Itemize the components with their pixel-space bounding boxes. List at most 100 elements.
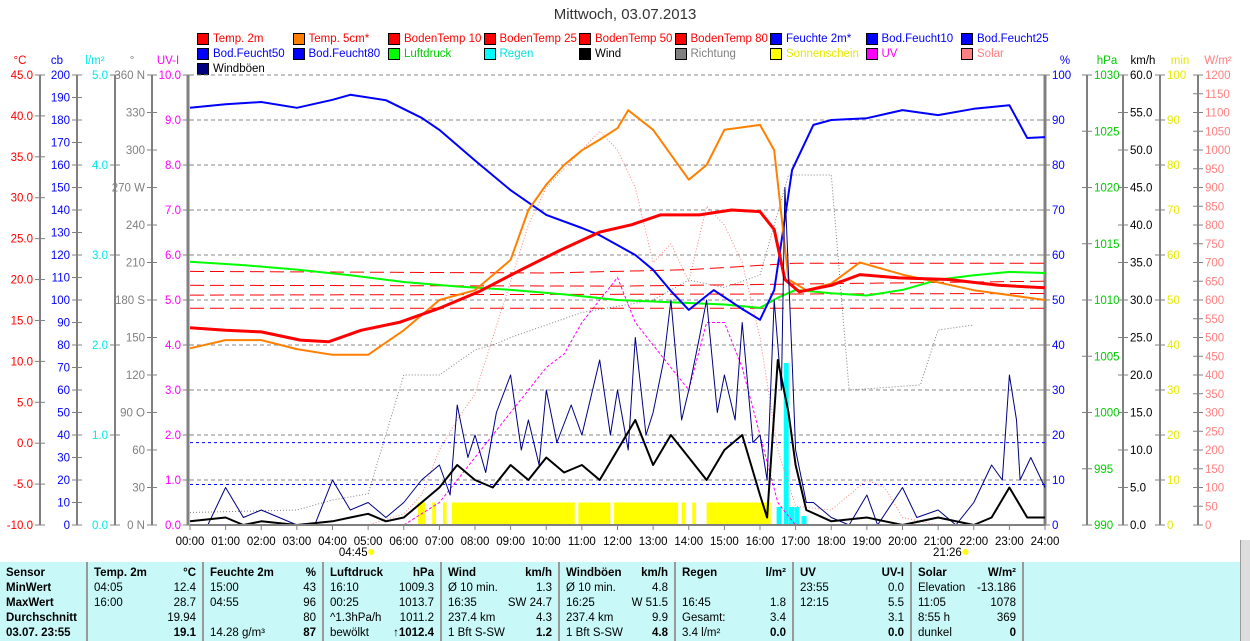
axis-tick-label: 0.0 bbox=[1130, 520, 1146, 532]
table-cell: Ø 10 min. bbox=[448, 582, 498, 594]
table-row: Feuchte 2m% bbox=[210, 566, 316, 581]
table-cell: Regen bbox=[682, 567, 718, 579]
sunrise-label: 04:45 bbox=[339, 547, 368, 559]
legend-label: BodenTemp 10 bbox=[404, 32, 482, 45]
axis-tick-label: 5.0 bbox=[17, 397, 33, 409]
table-row: 1 Bft S-SW 1.2 bbox=[448, 626, 552, 641]
axis-tick-label: 0 bbox=[64, 520, 70, 532]
axis-tick-label: 210 bbox=[126, 258, 145, 270]
table-row: 16:10 1009.3 bbox=[330, 581, 434, 596]
table-cell: 4.3 bbox=[536, 612, 552, 624]
legend-swatch bbox=[674, 47, 687, 60]
axis-tick-label: 70 bbox=[1052, 205, 1065, 217]
axis-tick-label: 30 bbox=[1052, 385, 1065, 397]
table-cell: ↑1012.4 bbox=[393, 627, 434, 639]
axis-tick-label: 1010 bbox=[1094, 295, 1120, 307]
x-tick-label: 23:00 bbox=[995, 536, 1024, 548]
table-row: 04:05 12.4 bbox=[94, 581, 196, 596]
axis-tick-label: 4.0 bbox=[165, 340, 181, 352]
x-tick-label: 14:00 bbox=[674, 536, 703, 548]
legend-swatch bbox=[674, 32, 687, 45]
axis-tick-label: 900 bbox=[1205, 183, 1224, 195]
axis-tick-label: 0 bbox=[1205, 520, 1211, 532]
axis-tick-label: 10 bbox=[1167, 475, 1180, 487]
legend-item: Richtung bbox=[674, 46, 772, 61]
x-tick-label: 20:00 bbox=[888, 536, 917, 548]
series-wind bbox=[189, 359, 1045, 526]
table-row: 16:25 W 51.5 bbox=[566, 596, 668, 611]
sunset-label: 21:26 bbox=[933, 547, 962, 559]
axis-tick-label: 70 bbox=[57, 363, 70, 375]
table-cell: Sensor bbox=[6, 567, 45, 579]
table-cell: 11:05 bbox=[918, 597, 946, 609]
axis-tick-label: 100 bbox=[1205, 483, 1224, 495]
table-cell: 3.1 bbox=[888, 612, 904, 624]
x-tick-label: 24:00 bbox=[1031, 536, 1060, 548]
series-temp-5cm- bbox=[189, 109, 1046, 356]
axis-unit-sun: min bbox=[1171, 55, 1190, 67]
axis-tick-label: -10.0 bbox=[7, 520, 33, 532]
series-windb-en bbox=[190, 187, 1046, 526]
table-cell: 1 Bft S-SW bbox=[566, 627, 623, 639]
axis-tick-label: 270 W bbox=[112, 183, 145, 195]
series-bodentemp-50 bbox=[189, 293, 1046, 296]
axis-tick-label: 20 bbox=[57, 475, 70, 487]
axis-tick-label: 1200 bbox=[1205, 70, 1231, 82]
axis-tick-label: 550 bbox=[1205, 314, 1224, 326]
axis-tick-label: 1050 bbox=[1205, 126, 1231, 138]
rain-bar bbox=[776, 507, 782, 525]
axis-tick-label: 0.0 bbox=[165, 520, 181, 532]
axis-tick-label: 1.0 bbox=[165, 475, 181, 487]
axis-tick-label: 60.0 bbox=[1130, 70, 1152, 82]
x-tick-label: 06:00 bbox=[389, 536, 418, 548]
axis-tick-label: 30 bbox=[57, 453, 70, 465]
table-cell: 43 bbox=[303, 582, 316, 594]
x-tick-label: 10:00 bbox=[532, 536, 561, 548]
table-column: Feuchte 2m% 15:00 43 04:55 96 80 14.28 g/m³ 87 bbox=[204, 562, 324, 641]
legend-swatch bbox=[292, 32, 305, 45]
axis-tick-label: 100 bbox=[1167, 70, 1186, 82]
table-row: 237.4 km 4.3 bbox=[448, 611, 552, 626]
axis-tick-label: 240 bbox=[126, 220, 145, 232]
table-column: Temp. 2m °C 04:05 12.4 16:00 28.7 19.94 19.1 bbox=[88, 562, 204, 641]
axis-tick-label: 10.0 bbox=[11, 356, 33, 368]
scrollbar[interactable] bbox=[1240, 540, 1250, 641]
table-column: Sensor MinWert MaxWert Durchschnitt 03.07. 2… bbox=[0, 562, 88, 641]
table-cell: 04:05 bbox=[94, 582, 123, 594]
axis-tick-label: 2.0 bbox=[165, 430, 181, 442]
table-cell: hPa bbox=[412, 567, 434, 579]
table-cell: 1.3 bbox=[536, 582, 552, 594]
axis-tick-label: 3.0 bbox=[92, 250, 108, 262]
axis-tick-label: 190 bbox=[51, 93, 70, 105]
axis-tick-label: 5.0 bbox=[92, 70, 108, 82]
axis-tick-label: 700 bbox=[1205, 258, 1224, 270]
table-row: MinWert bbox=[6, 581, 80, 596]
table-cell: Luftdruck bbox=[330, 567, 384, 579]
table-row: Ø 10 min. 4.8 bbox=[566, 581, 668, 596]
axis-tick-label: 850 bbox=[1205, 201, 1224, 213]
rain-bar bbox=[794, 507, 800, 525]
table-cell: 00:25 bbox=[330, 597, 359, 609]
table-cell: 19.1 bbox=[173, 627, 196, 639]
axis-tick-label: 40 bbox=[1052, 340, 1065, 352]
table-row: Durchschnitt bbox=[6, 611, 80, 626]
legend-label: Feuchte 2m* bbox=[786, 32, 852, 45]
table-row: Elevation -13.186 bbox=[918, 581, 1016, 596]
x-tick-label: 04:00 bbox=[318, 536, 347, 548]
table-row: 16:00 28.7 bbox=[94, 596, 196, 611]
table-column: Windböen km/h Ø 10 min. 4.8 16:25 W 51.5 237.4… bbox=[560, 562, 676, 641]
table-row: bewölkt ↑1012.4 bbox=[330, 626, 434, 641]
legend-label: Sonnenschein bbox=[786, 47, 859, 60]
rain-bar bbox=[801, 516, 807, 525]
table-cell: 96 bbox=[303, 597, 316, 609]
table-cell: 16:25 bbox=[566, 597, 595, 609]
axis-tick-label: 360 N bbox=[114, 70, 145, 82]
sunset-icon bbox=[962, 549, 969, 555]
axis-tick-label: 5.0 bbox=[165, 295, 181, 307]
legend-item: Temp. 2m bbox=[197, 31, 294, 46]
legend-swatch bbox=[865, 47, 878, 60]
legend-item: Luftdruck bbox=[388, 46, 485, 61]
table-row: Ø 10 min. 1.3 bbox=[448, 581, 552, 596]
x-tick-label: 16:00 bbox=[746, 536, 775, 548]
table-cell: W 51.5 bbox=[631, 597, 668, 609]
